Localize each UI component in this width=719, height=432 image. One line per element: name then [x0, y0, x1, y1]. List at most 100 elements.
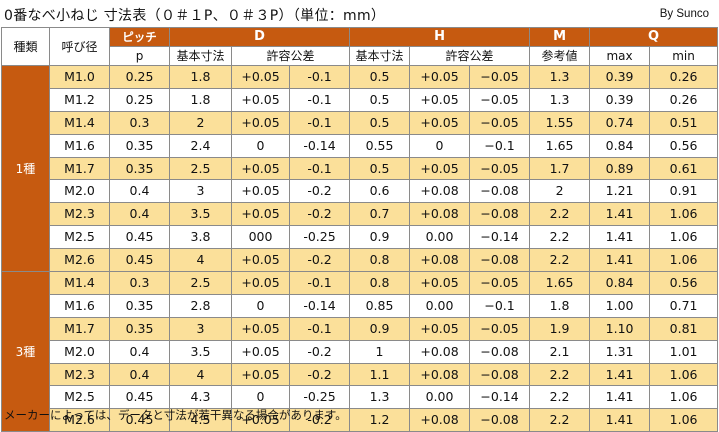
cell-d-base: 4	[169, 362, 232, 387]
cell-h-tol-minus: −0.1	[469, 293, 531, 318]
cell-q-max: 1.41	[589, 362, 651, 387]
table-row: M2.3 0.4 4 +0.05 -0.2 1.1 +0.08 −0.08 2.2 1.41 1.0…	[2, 362, 719, 387]
cell-pitch: 0.4	[109, 362, 170, 387]
cell-d-tol-minus: -0.1	[288, 316, 351, 341]
cell-m-reference: 1.65	[529, 271, 591, 295]
cell-nominal-size: M1.4	[49, 271, 110, 295]
cell-d-tol-minus: -0.2	[288, 362, 351, 387]
cell-d-tol-minus: -0.1	[288, 65, 351, 89]
cell-d-tol-plus: +0.05	[231, 248, 290, 273]
cell-q-max: 1.00	[589, 293, 651, 318]
table-row: M2.6 0.45 4 +0.05 -0.2 0.8 +0.08 −0.08 2.2 1.41 1.…	[2, 248, 719, 273]
cell-d-base: 2.5	[169, 271, 232, 295]
cell-h-tol-plus: 0	[409, 133, 471, 158]
cell-q-min: 1.06	[649, 248, 719, 273]
cell-pitch: 0.25	[109, 87, 170, 112]
cell-d-tol-minus: -0.2	[288, 202, 351, 227]
cell-nominal-size: M1.6	[49, 133, 110, 158]
cell-nominal-size: M1.2	[49, 87, 110, 112]
cell-pitch: 0.4	[109, 179, 170, 204]
cell-h-tol-plus: +0.08	[409, 408, 471, 432]
cell-nominal-size: M1.7	[49, 156, 110, 181]
cell-m-reference: 1.65	[529, 133, 591, 158]
cell-d-base: 2.5	[169, 156, 232, 181]
cell-h-tol-minus: −0.08	[469, 408, 531, 432]
cell-m-reference: 2.2	[529, 202, 591, 227]
cell-nominal-size: M2.0	[49, 339, 110, 364]
cell-d-tol-plus: +0.05	[231, 362, 290, 387]
table-row: M2.6 0.45 4.5 +0.05 -0.2 1.2 +0.08 −0.08 2.2 1.41…	[2, 408, 719, 432]
cell-pitch: 0.35	[109, 316, 170, 341]
cell-h-tol-minus: −0.05	[469, 316, 531, 341]
cell-q-max: 1.41	[589, 248, 651, 273]
cell-d-tol-minus: -0.1	[288, 87, 351, 112]
cell-pitch: 0.35	[109, 133, 170, 158]
header-d-tolerance: 許容公差	[230, 46, 351, 66]
header-q-max: max	[589, 46, 651, 66]
table-row: M1.7 0.35 3 +0.05 -0.1 0.9 +0.05 −0.05 1.9 1.10 0.…	[2, 316, 719, 341]
cell-h-tol-minus: −0.08	[469, 179, 531, 204]
cell-h-tol-plus: +0.08	[409, 362, 471, 387]
cell-h-tol-plus: +0.05	[409, 65, 471, 89]
table-row: M2.0 0.4 3 +0.05 -0.2 0.6 +0.08 −0.08 2 1.21 0.91	[2, 179, 719, 204]
cell-pitch: 0.3	[109, 271, 170, 295]
cell-d-base: 4.5	[169, 408, 232, 432]
table-row: M2.0 0.4 3.5 +0.05 -0.2 1 +0.08 −0.08 2.1 1.31 1.0…	[2, 339, 719, 364]
cell-d-base: 3	[169, 179, 232, 204]
cell-h-base: 0.85	[349, 293, 411, 318]
cell-d-tol-plus: +0.05	[231, 271, 290, 295]
cell-pitch: 0.4	[109, 339, 170, 364]
cell-pitch: 0.45	[109, 248, 170, 273]
cell-h-base: 0.9	[349, 225, 411, 250]
cell-nominal-size: M2.5	[49, 385, 110, 410]
cell-d-base: 2.4	[169, 133, 232, 158]
cell-d-base: 2	[169, 110, 232, 135]
cell-q-max: 0.74	[589, 110, 651, 135]
cell-d-tol-plus: +0.05	[231, 202, 290, 227]
cell-q-min: 0.81	[649, 316, 719, 341]
cell-nominal-size: M1.7	[49, 316, 110, 341]
cell-h-tol-minus: −0.05	[469, 271, 531, 295]
cell-q-min: 0.56	[649, 133, 719, 158]
cell-d-tol-minus: -0.1	[288, 156, 351, 181]
cell-h-tol-minus: −0.05	[469, 156, 531, 181]
header-row-1: 種類 呼び径 ピッチ D H M Q	[1, 27, 719, 66]
header-q-min: min	[649, 46, 719, 66]
table-row: 3種 M1.4 0.3 2.5 +0.05 -0.1 0.8 +0.05 −0.05 1.65 0.…	[1, 271, 719, 432]
header-p: p	[109, 46, 170, 66]
cell-d-tol-plus: +0.05	[231, 65, 290, 89]
cell-h-base: 1	[349, 339, 411, 364]
cell-q-min: 0.26	[649, 65, 719, 89]
cell-q-min: 0.61	[649, 156, 719, 181]
cell-h-tol-plus: +0.08	[409, 179, 471, 204]
cell-h-tol-plus: 0.00	[409, 225, 471, 250]
table-row: M1.6 0.35 2.8 0 -0.14 0.85 0.00 −0.1 1.8 1.00 0.71	[2, 293, 719, 318]
table-row: M1.6 0.35 2.4 0 -0.14 0.55 0 −0.1 1.65 0.84 0.56	[2, 133, 719, 158]
cell-h-tol-plus: +0.05	[409, 87, 471, 112]
header-nominal-size: 呼び径	[49, 27, 110, 66]
cell-h-tol-plus: +0.08	[409, 202, 471, 227]
header-d: D	[168, 27, 351, 47]
table-row: M1.7 0.35 2.5 +0.05 -0.1 0.5 +0.05 −0.05 1.7 0.89…	[2, 156, 719, 181]
cell-h-tol-minus: −0.08	[469, 339, 531, 364]
cell-h-base: 0.5	[349, 110, 411, 135]
cell-nominal-size: M2.5	[49, 225, 110, 250]
cell-h-tol-minus: −0.14	[469, 225, 531, 250]
table-row: M2.5 0.45 4.3 0 -0.25 1.3 0.00 −0.14 2.2 1.41 1.06	[2, 385, 719, 410]
cell-pitch: 0.45	[109, 225, 170, 250]
cell-q-min: 1.06	[649, 385, 719, 410]
cell-q-max: 0.89	[589, 156, 651, 181]
title-bar: 0番なべ小ねじ 寸法表（０＃１P、０＃３P）（単位：mm） By Sunco	[0, 0, 719, 27]
cell-q-min: 0.26	[649, 87, 719, 112]
cell-h-tol-minus: −0.05	[469, 65, 531, 89]
cell-nominal-size: M1.6	[49, 293, 110, 318]
cell-pitch: 0.3	[109, 110, 170, 135]
cell-q-max: 0.84	[589, 133, 651, 158]
cell-d-tol-minus: -0.25	[288, 225, 351, 250]
cell-q-max: 1.41	[589, 408, 651, 432]
cell-m-reference: 1.3	[529, 87, 591, 112]
cell-q-max: 1.21	[589, 179, 651, 204]
header-d-base: 基本寸法	[169, 46, 232, 66]
cell-q-min: 1.06	[649, 408, 719, 432]
cell-d-tol-plus: 0	[231, 385, 290, 410]
